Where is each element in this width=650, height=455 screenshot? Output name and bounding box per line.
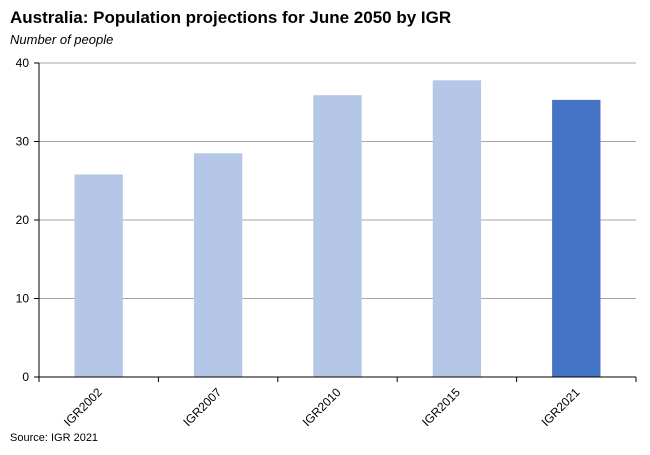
y-tick-label: 0: [22, 370, 29, 384]
y-tick-label: 10: [16, 292, 30, 306]
y-tick-label: 20: [16, 213, 30, 227]
x-tick-labels: IGR2002 IGR2007 IGR2010 IGR2015 IGR2021: [61, 385, 583, 429]
x-tick-label: IGR2021: [539, 385, 583, 429]
x-tick-label: IGR2010: [300, 385, 344, 429]
axes: [34, 62, 637, 382]
x-tick-label: IGR2007: [180, 385, 224, 429]
bar-igr2015: [432, 80, 482, 378]
bars: [74, 80, 601, 378]
bar-igr2007: [193, 153, 243, 377]
y-tick-label: 40: [16, 56, 30, 70]
chart-subtitle: Number of people: [10, 32, 114, 47]
y-tick-labels: 0 10 20 30 40: [16, 56, 30, 384]
x-tick-label: IGR2015: [419, 385, 463, 429]
bar-igr2002: [74, 174, 123, 377]
x-tick-label: IGR2002: [61, 385, 105, 429]
y-tick-label: 30: [16, 135, 30, 149]
bar-igr2021: [552, 99, 601, 378]
source-note: Source: IGR 2021: [10, 432, 99, 444]
chart-title: Australia: Population projections for Ju…: [10, 8, 452, 27]
bar-igr2010: [313, 95, 362, 377]
